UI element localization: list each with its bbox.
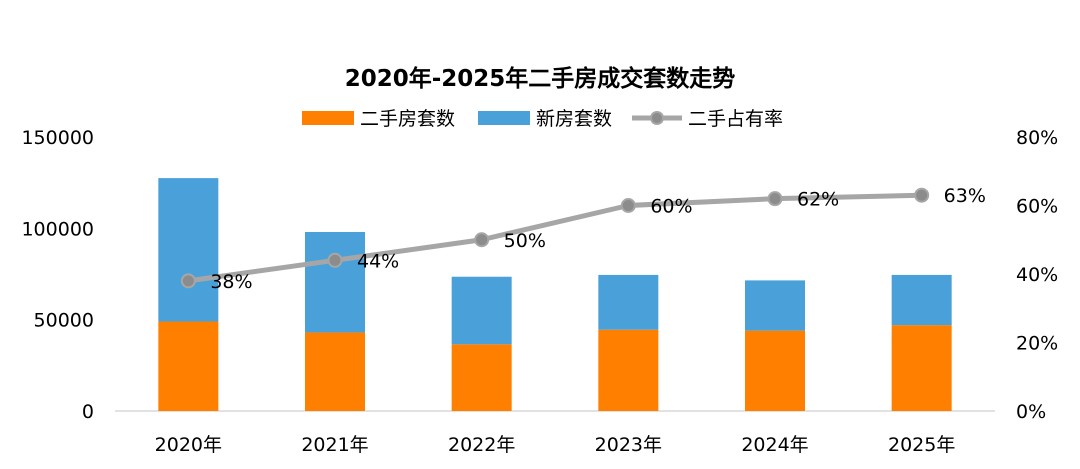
share-line-marker [327,252,343,268]
bars [158,178,952,411]
y-right-tick: 20% [1016,333,1058,355]
legend-label-share: 二手占有率 [688,108,783,130]
share-line-marker [620,198,636,213]
y-left-tick: 0 [82,401,94,423]
share-line-marker [914,187,930,203]
data-labels: 38% 44% 50% 60% 62% 63% [210,185,986,293]
share-line-path [187,192,922,284]
y-left-tick: 150000 [21,127,94,149]
bar-new-home [305,231,365,333]
bar-second-hand [158,321,219,411]
x-tick-label: 2024年 [741,434,808,456]
x-tick-label: 2025年 [888,434,955,456]
share-data-label: 38% [210,271,252,293]
x-tick-label: 2020年 [155,434,222,456]
legend-swatch-share-marker [650,111,664,125]
y-left-tick: 100000 [21,218,94,240]
share-data-label: 63% [944,185,986,207]
chart-title: 2020年-2025年二手房成交套数走势 [345,65,736,92]
bar-second-hand [745,330,805,411]
legend: 二手房套数 新房套数 二手占有率 [302,108,783,130]
bar-second-hand [891,325,952,411]
share-line-marker [474,232,490,248]
share-data-label: 62% [797,189,839,211]
legend-swatch-second-hand [302,111,354,125]
y-right-tick: 40% [1016,264,1058,286]
bar-new-home [451,276,512,345]
share-data-label: 50% [504,230,546,252]
bar-new-home [598,274,659,330]
bar-new-home [158,178,219,322]
share-line-marker [767,191,783,207]
share-data-label: 44% [357,250,399,272]
x-tick-label: 2022年 [448,434,515,456]
share-line-marker [180,273,196,289]
axes: 0 50000 100000 150000 0% 20% 40% 60% 80% 2020年 202… [21,127,1058,456]
bar-new-home [745,280,805,331]
y-left-tick: 50000 [34,310,94,332]
y-right-tick: 60% [1016,196,1058,218]
share-line [180,187,930,289]
bar-second-hand [451,344,512,411]
y-right-tick: 0% [1016,401,1046,423]
legend-swatch-new-home [478,111,530,125]
bar-new-home [891,274,952,326]
legend-label-second-hand: 二手房套数 [360,108,455,130]
x-tick-label: 2021年 [301,434,368,456]
legend-label-new-home: 新房套数 [536,108,612,130]
bar-second-hand [598,329,659,411]
x-tick-label: 2023年 [595,434,662,456]
y-right-tick: 80% [1016,127,1058,149]
share-data-label: 60% [650,196,692,218]
bar-second-hand [305,332,365,411]
